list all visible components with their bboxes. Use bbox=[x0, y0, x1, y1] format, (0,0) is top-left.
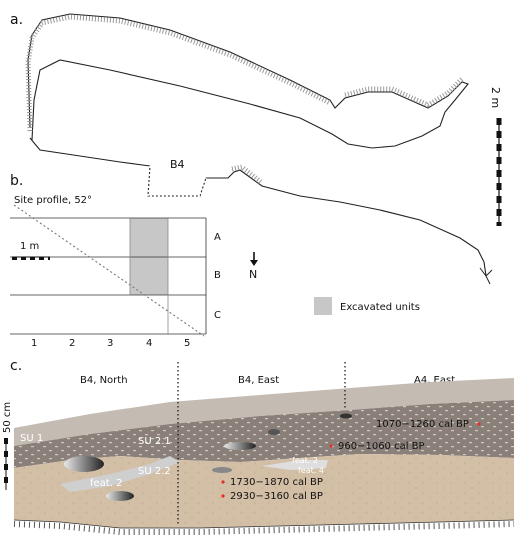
pit-feature bbox=[64, 456, 104, 472]
panel-label-b: b. bbox=[10, 173, 24, 189]
pit-feature-3 bbox=[268, 429, 280, 435]
profile-base-line bbox=[13, 519, 515, 529]
grid-col-label-1: 1 bbox=[31, 338, 37, 349]
north-label: N bbox=[249, 268, 257, 281]
surface-layer bbox=[14, 378, 514, 446]
date-marker-3 bbox=[221, 480, 225, 484]
pit-feature-2 bbox=[224, 442, 256, 450]
section-label-a4-east: A4, East bbox=[414, 375, 455, 386]
grid-scale-bar bbox=[12, 256, 50, 260]
date-label-3: 1730−1870 cal BP bbox=[230, 477, 323, 488]
legend-swatch bbox=[314, 297, 332, 315]
date-label-2: 960−1060 cal BP bbox=[338, 441, 425, 452]
feat-2-label: feat. 2 bbox=[90, 478, 122, 489]
feat-2-lens bbox=[60, 456, 180, 492]
panel-label-c: c. bbox=[10, 358, 23, 374]
legend-label: Excavated units bbox=[340, 302, 420, 313]
date-label-1: 1070−1260 cal BP bbox=[376, 419, 469, 430]
grid-row-label-b: B bbox=[214, 270, 221, 281]
panel-label-a: a. bbox=[10, 12, 24, 28]
su1-layer bbox=[14, 400, 514, 468]
grid-row-label-a: A bbox=[214, 232, 221, 243]
excavated-unit-fill bbox=[130, 218, 168, 295]
site-outline-upper bbox=[25, 13, 469, 149]
pit-feature-6 bbox=[212, 467, 232, 473]
pit-feature-4 bbox=[340, 413, 352, 419]
date-marker-2 bbox=[329, 444, 333, 448]
date-marker-4 bbox=[221, 494, 225, 498]
su2-1-label: SU 2.1 bbox=[138, 436, 171, 447]
feat-4-label: feat. 4 bbox=[298, 466, 324, 475]
area-label-b4: B4 bbox=[170, 158, 185, 171]
su1-label: SU 1 bbox=[20, 433, 43, 444]
plan-scale-label: 2 m bbox=[489, 87, 502, 108]
grid-col-label-5: 5 bbox=[184, 338, 190, 349]
date-label-4: 2930−3160 cal BP bbox=[230, 491, 323, 502]
grid-col-label-3: 3 bbox=[107, 338, 113, 349]
site-outline-lower bbox=[29, 137, 493, 285]
grid-col-label-2: 2 bbox=[69, 338, 75, 349]
su2-2-label: SU 2.2 bbox=[138, 466, 171, 477]
section-label-b4-east: B4, East bbox=[238, 375, 279, 386]
feat-2-east-lens bbox=[262, 460, 328, 470]
feat-2-east-label: feat. 2 bbox=[292, 456, 318, 465]
pit-feature-5 bbox=[106, 491, 134, 501]
north-arrow-icon bbox=[250, 252, 258, 266]
site-profile-label: Site profile, 52° bbox=[14, 195, 92, 206]
grid-row-label-c: C bbox=[214, 310, 221, 321]
grid-scale-label: 1 m bbox=[20, 241, 39, 252]
section-label-b4-north: B4, North bbox=[80, 375, 128, 386]
date-marker-1 bbox=[477, 422, 481, 426]
profile-scale-label: 50 cm bbox=[2, 402, 13, 433]
grid-col-label-4: 4 bbox=[146, 338, 152, 349]
